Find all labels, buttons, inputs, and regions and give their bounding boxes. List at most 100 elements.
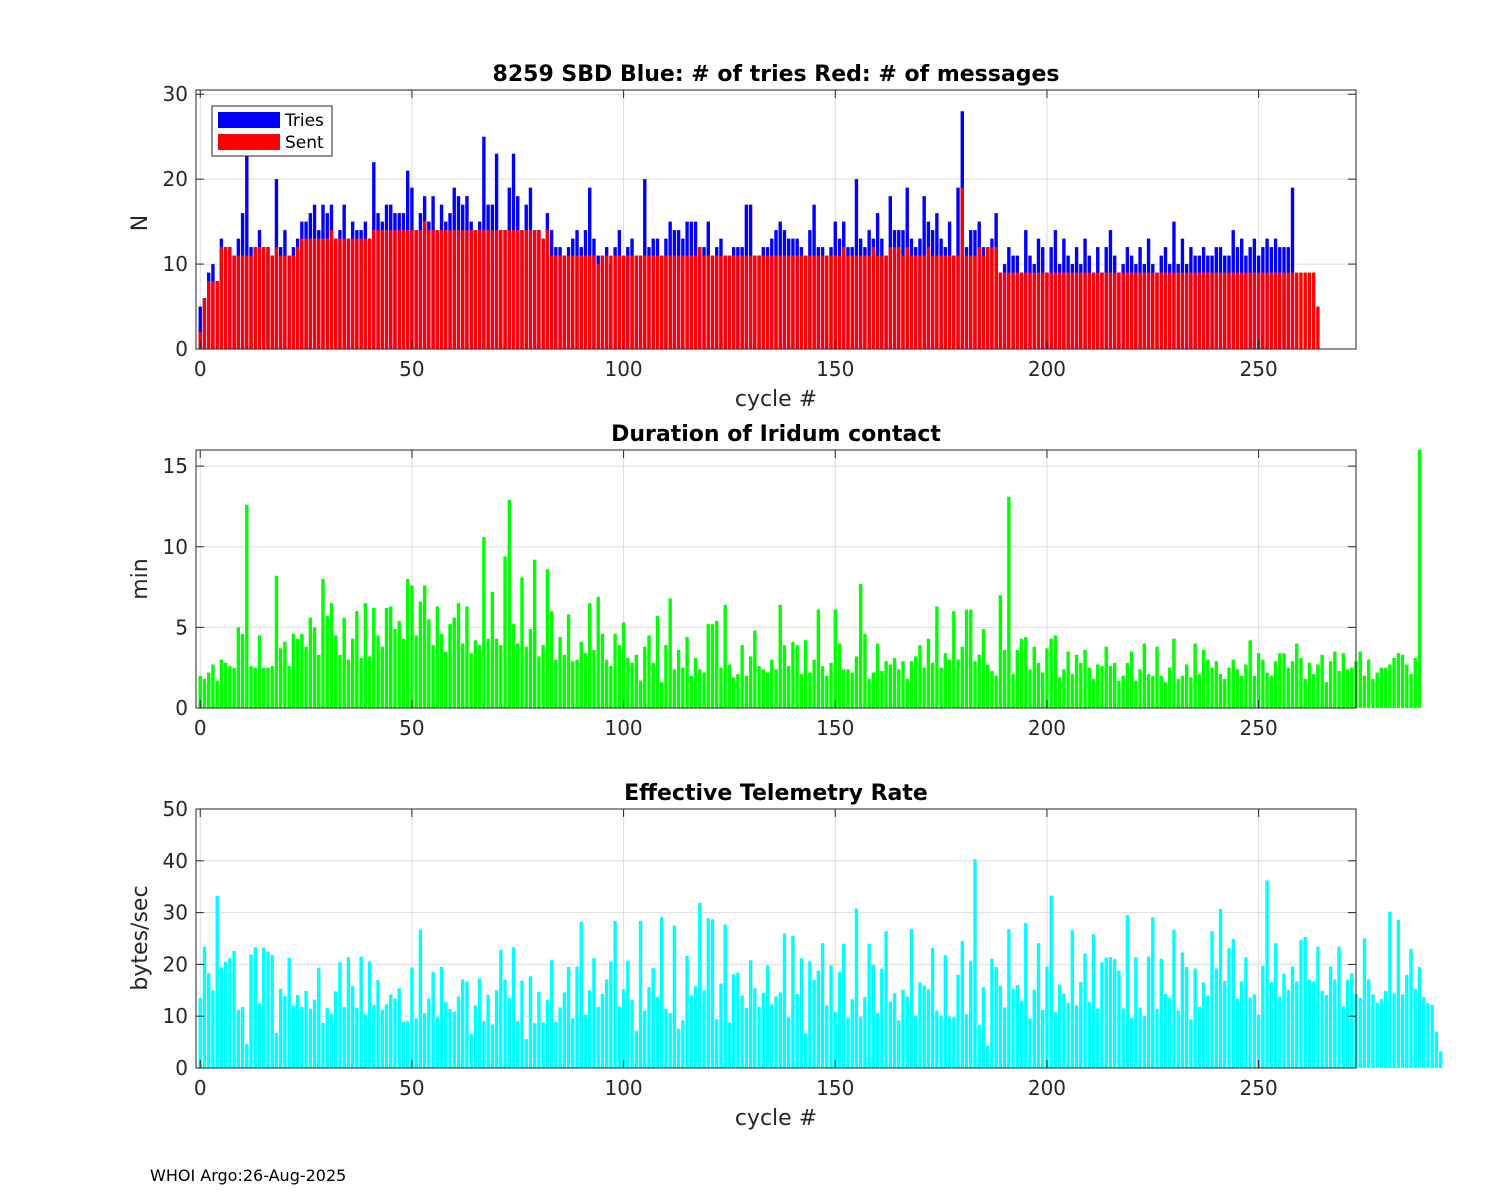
- bar-duration-100: [621, 622, 626, 708]
- bar-sent-121: [710, 255, 715, 349]
- bar-duration-155: [854, 656, 859, 708]
- bar-rate-275: [1362, 938, 1367, 1068]
- bar-rate-181: [964, 1014, 969, 1068]
- bar-rate-279: [1379, 999, 1384, 1068]
- bar-sent-197: [1032, 272, 1036, 349]
- bar-rate-149: [829, 965, 833, 1068]
- bar-duration-21: [287, 666, 291, 708]
- bar-rate-201: [1049, 895, 1053, 1068]
- bar-sent-88: [571, 255, 575, 349]
- bar-sent-69: [490, 230, 495, 349]
- bar-rate-281: [1388, 911, 1392, 1068]
- bar-rate-154: [850, 999, 854, 1068]
- bar-duration-170: [918, 645, 922, 708]
- bar-duration-245: [1235, 669, 1240, 708]
- bar-rate-244: [1231, 939, 1235, 1068]
- bar-rate-119: [702, 990, 706, 1068]
- bar-duration-19: [278, 648, 283, 708]
- bar-rate-70: [494, 990, 499, 1068]
- bar-rate-242: [1223, 980, 1227, 1068]
- bar-duration-152: [842, 669, 846, 708]
- bar-sent-176: [943, 255, 948, 349]
- bar-sent-238: [1206, 272, 1210, 349]
- bar-duration-74: [511, 624, 516, 708]
- legend-swatch-sent: [218, 134, 280, 150]
- bar-rate-5: [219, 967, 224, 1068]
- bar-sent-261: [1303, 272, 1307, 349]
- bar-sent-78: [528, 230, 533, 349]
- bar-rate-63: [465, 981, 469, 1068]
- bar-rate-172: [926, 989, 931, 1068]
- bar-sent-231: [1176, 272, 1180, 349]
- bar-sent-27: [312, 238, 317, 349]
- bar-sent-264: [1316, 306, 1320, 349]
- bar-rate-23: [295, 994, 300, 1068]
- bar-duration-206: [1070, 674, 1075, 708]
- bar-sent-73: [507, 230, 511, 349]
- bar-rate-4: [215, 896, 219, 1068]
- bar-sent-22: [291, 255, 296, 349]
- bar-sent-120: [706, 255, 710, 349]
- bar-rate-81: [541, 1022, 545, 1068]
- bar-sent-39: [363, 238, 368, 349]
- bar-sent-258: [1290, 272, 1295, 349]
- bar-duration-285: [1405, 664, 1409, 708]
- bar-duration-178: [952, 611, 956, 708]
- bar-duration-54: [427, 619, 431, 708]
- bar-rate-192: [1011, 988, 1015, 1068]
- bar-duration-234: [1189, 677, 1193, 708]
- bar-duration-284: [1400, 654, 1405, 708]
- bar-sent-230: [1172, 272, 1176, 349]
- bar-rate-252: [1265, 880, 1269, 1068]
- bar-sent-122: [715, 255, 719, 349]
- bar-duration-2: [207, 672, 211, 708]
- bar-sent-242: [1223, 272, 1227, 349]
- bar-duration-247: [1244, 664, 1248, 708]
- bar-duration-49: [405, 579, 410, 708]
- bar-rate-245: [1235, 998, 1240, 1068]
- bar-rate-11: [245, 1044, 249, 1068]
- bar-rate-259: [1295, 981, 1299, 1068]
- bar-sent-161: [880, 255, 884, 349]
- bar-rate-0: [198, 998, 202, 1068]
- bar-duration-280: [1383, 667, 1388, 708]
- bar-duration-1: [202, 678, 207, 708]
- bar-rate-92: [588, 990, 592, 1068]
- bar-rate-223: [1142, 1016, 1147, 1068]
- bar-rate-171: [922, 985, 926, 1068]
- bar-rate-214: [1104, 957, 1108, 1068]
- bar-rate-71: [499, 949, 503, 1068]
- bar-duration-122: [715, 620, 719, 708]
- bar-duration-132: [757, 666, 761, 708]
- bar-sent-116: [689, 255, 694, 349]
- bar-rate-222: [1138, 1007, 1142, 1068]
- bar-duration-9: [236, 627, 241, 709]
- bar-rate-277: [1371, 994, 1375, 1068]
- bar-duration-40: [367, 656, 372, 708]
- bar-sent-177: [947, 255, 952, 349]
- bar-rate-135: [770, 1004, 774, 1068]
- bar-sent-92: [588, 255, 592, 349]
- bar-rate-147: [820, 943, 825, 1068]
- y-tick-label: 5: [175, 615, 188, 639]
- legend-label-sent: Sent: [285, 133, 324, 153]
- bar-sent-77: [524, 230, 528, 349]
- bar-sent-202: [1053, 272, 1058, 349]
- bar-rate-57: [439, 966, 444, 1068]
- bar-sent-115: [685, 255, 689, 349]
- bar-duration-143: [803, 640, 808, 708]
- bar-duration-18: [274, 575, 279, 708]
- bar-rate-146: [816, 970, 821, 1068]
- bar-sent-56: [435, 230, 440, 349]
- bar-sent-173: [930, 255, 935, 349]
- bar-duration-167: [905, 678, 909, 708]
- bar-rate-211: [1091, 934, 1096, 1068]
- bar-rate-41: [372, 1004, 376, 1068]
- bar-sent-79: [532, 230, 537, 349]
- bar-rate-116: [689, 995, 694, 1068]
- y-tick-label: 20: [163, 952, 188, 976]
- bar-duration-224: [1146, 674, 1151, 708]
- bar-sent-207: [1074, 272, 1079, 349]
- bar-sent-150: [833, 255, 837, 349]
- bar-rate-3: [211, 990, 215, 1068]
